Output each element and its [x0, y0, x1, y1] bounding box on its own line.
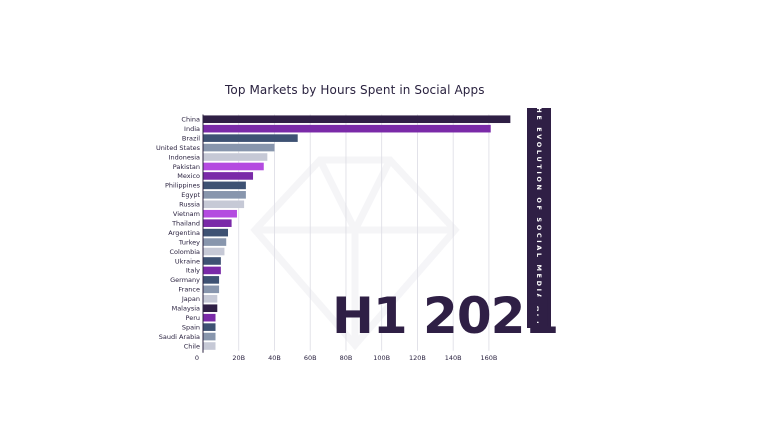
bar [203, 124, 491, 133]
category-label: Colombia [169, 248, 200, 256]
category-label: Turkey [178, 238, 200, 246]
x-tick-label: 60B [304, 354, 317, 362]
category-label: United States [156, 144, 201, 152]
bar [203, 162, 264, 171]
bar [203, 209, 237, 218]
category-label: Malaysia [172, 305, 200, 313]
category-label: Peru [186, 314, 200, 322]
category-label: Spain [182, 323, 200, 331]
bar [203, 143, 275, 152]
bar [203, 266, 221, 275]
bar [203, 134, 298, 142]
category-label: India [184, 125, 200, 133]
bar [203, 332, 216, 341]
category-label: Vietnam [173, 210, 200, 218]
category-label: Chile [184, 342, 200, 350]
x-tick-label: 160B [480, 354, 497, 362]
bar [203, 219, 232, 227]
category-label: China [181, 116, 200, 124]
category-label: Pakistan [173, 163, 200, 171]
x-tick-label: 80B [340, 354, 353, 362]
category-label: Brazil [182, 134, 200, 142]
chart-title: Top Markets by Hours Spent in Social App… [225, 83, 485, 97]
bar [203, 200, 245, 209]
side-banner: THE EVOLUTION OF SOCIAL MEDIA APPS [527, 100, 551, 336]
category-label: Argentina [168, 229, 200, 237]
category-label: Russia [179, 201, 200, 209]
category-label: Thailand [171, 219, 200, 227]
x-tick-label: 20B [232, 354, 245, 362]
x-tick-label: 140B [445, 354, 462, 362]
bar [203, 323, 216, 331]
bar [203, 191, 246, 199]
x-tick-label: 120B [409, 354, 426, 362]
category-label: France [178, 286, 200, 294]
bar [203, 304, 218, 313]
bar [203, 313, 216, 322]
category-label: Germany [170, 276, 200, 284]
bar [203, 238, 227, 246]
bar [203, 285, 220, 294]
bar [203, 181, 246, 190]
category-label: Egypt [181, 191, 200, 199]
bar [203, 294, 218, 303]
x-tick-label: 100B [373, 354, 390, 362]
bar [203, 342, 216, 350]
bar [203, 247, 225, 256]
category-label: Saudi Arabia [159, 333, 200, 341]
category-label: Mexico [177, 172, 200, 180]
x-tick-label: 0 [195, 354, 199, 362]
category-label: Indonesia [169, 153, 200, 161]
x-tick-label: 40B [268, 354, 281, 362]
category-label: Japan [181, 295, 200, 303]
bar [203, 228, 229, 237]
period-label: H1 2021 [332, 287, 559, 345]
bar [203, 115, 511, 124]
category-label: Italy [186, 267, 200, 275]
category-label: Ukraine [175, 257, 200, 265]
bar [203, 276, 220, 284]
category-label: Philippines [165, 182, 201, 190]
bar [203, 172, 254, 180]
diamond-watermark [250, 156, 460, 351]
bar [203, 153, 268, 161]
bar [203, 257, 221, 265]
